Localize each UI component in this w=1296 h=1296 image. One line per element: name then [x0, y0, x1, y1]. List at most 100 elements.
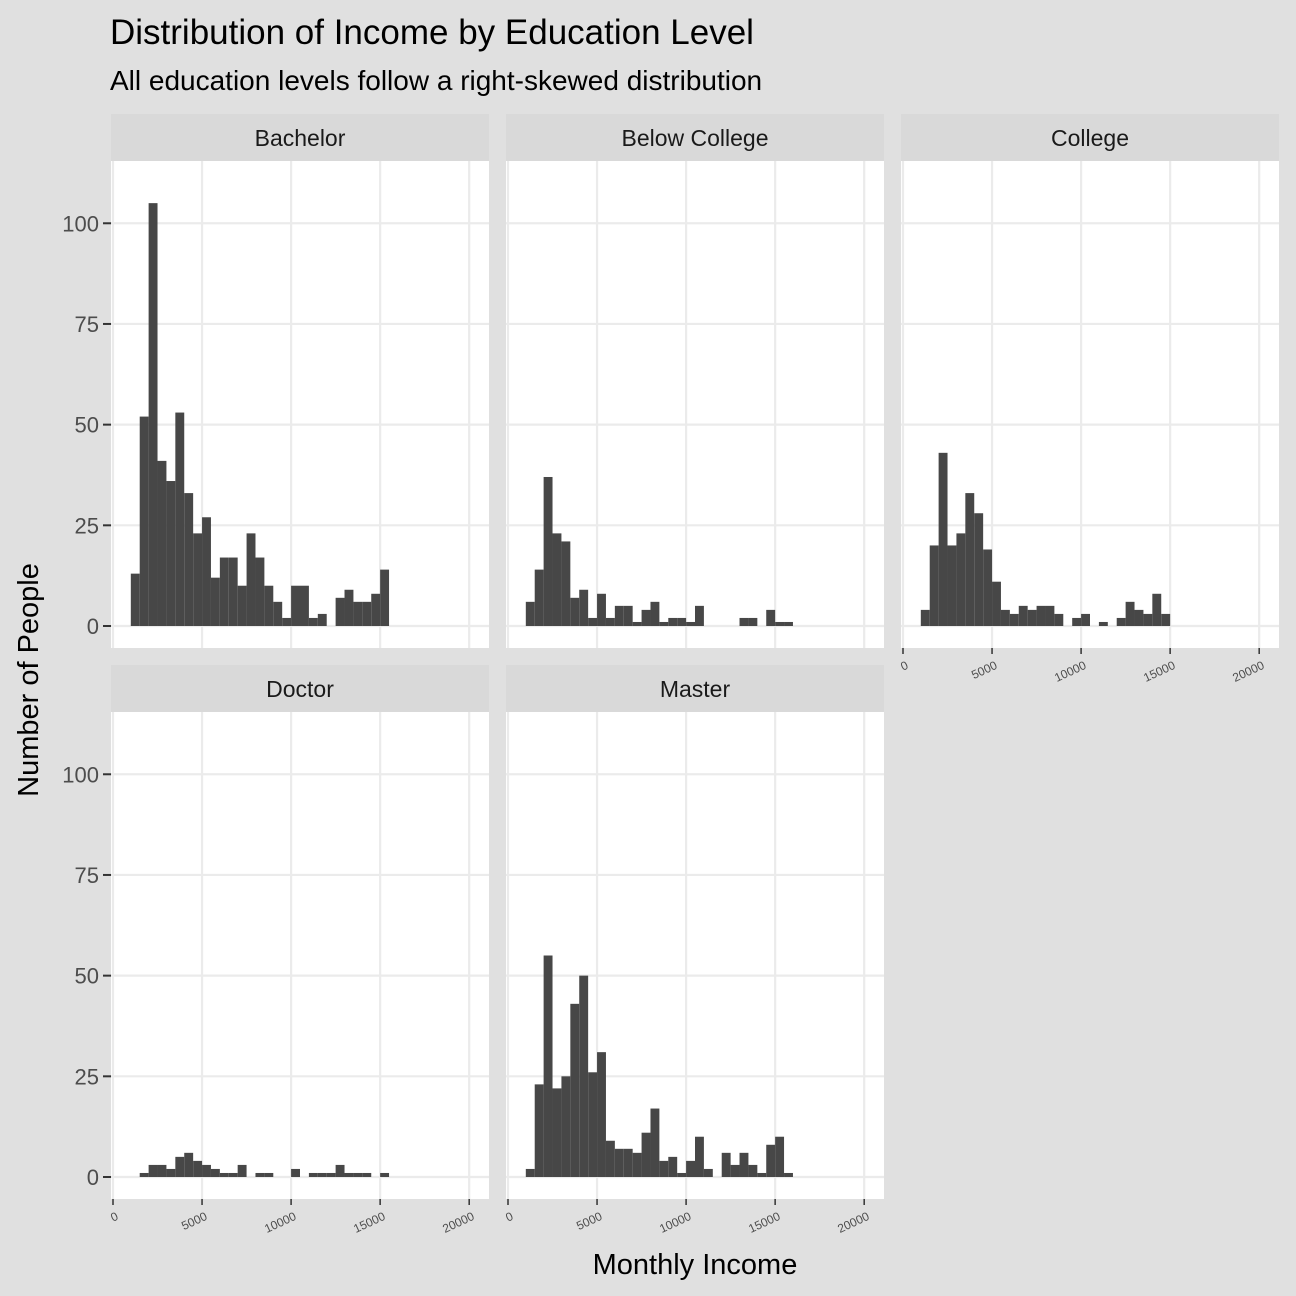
chart-subtitle: All education levels follow a right-skew…	[110, 65, 762, 96]
histogram-bar	[1134, 609, 1144, 626]
histogram-bar	[228, 1172, 238, 1177]
histogram-bar	[677, 617, 687, 626]
strip-label: Master	[660, 676, 731, 702]
histogram-bar	[677, 1172, 687, 1177]
histogram-bar	[371, 593, 381, 626]
facet-panel: Bachelor 0 25 50 75 100	[62, 114, 489, 648]
histogram-bar	[588, 1072, 598, 1177]
histogram-bar	[202, 517, 211, 626]
histogram-bar	[1125, 601, 1135, 626]
histogram-bar	[308, 617, 318, 626]
histogram-bar	[534, 1084, 544, 1177]
histogram-bar	[983, 549, 993, 626]
histogram-bar	[956, 533, 966, 626]
strip-background	[506, 114, 884, 161]
histogram-bar	[534, 569, 544, 626]
histogram-bar	[1018, 605, 1028, 626]
histogram-bar	[300, 585, 309, 626]
histogram-bar	[202, 1164, 211, 1177]
histogram-bar	[1143, 613, 1153, 626]
histogram-bar	[668, 1156, 678, 1177]
strip-label: College	[1051, 125, 1129, 151]
histogram-bar	[157, 1164, 167, 1177]
y-tick-label: 100	[62, 762, 99, 787]
histogram-bar	[139, 416, 149, 626]
facet-panel: Below College	[506, 114, 884, 648]
x-tick-label: 15000	[351, 1209, 387, 1236]
histogram-bar	[166, 1168, 176, 1177]
histogram-bar	[326, 1172, 336, 1177]
histogram-bar	[543, 955, 553, 1177]
panel-background	[111, 712, 489, 1199]
histogram-bar	[641, 609, 651, 626]
y-tick-label: 25	[75, 1064, 99, 1089]
histogram-bar	[775, 621, 785, 626]
histogram-bar	[579, 589, 589, 626]
histogram-bar	[597, 1052, 606, 1177]
histogram-bar	[353, 601, 363, 626]
x-tick-label: 15000	[746, 1209, 782, 1236]
histogram-bar	[784, 621, 793, 626]
histogram-bar	[237, 1164, 247, 1177]
histogram-bar	[597, 593, 606, 626]
histogram-bar	[650, 1108, 660, 1177]
histogram-bar	[175, 412, 185, 626]
x-tick-label: 10000	[657, 1209, 693, 1236]
histogram-bar	[686, 621, 695, 626]
histogram-bar	[543, 476, 553, 626]
histogram-bar	[380, 1172, 390, 1177]
histogram-bar	[775, 1136, 785, 1177]
histogram-bar	[184, 493, 194, 626]
histogram-bar	[353, 1172, 363, 1177]
histogram-bar	[561, 1076, 571, 1177]
histogram-bar	[703, 1168, 713, 1177]
histogram-bar	[335, 1164, 345, 1177]
strip-background	[111, 114, 489, 161]
histogram-bar	[1036, 605, 1046, 626]
histogram-bar	[525, 601, 535, 626]
histogram-bar	[1045, 605, 1055, 626]
x-tick-label: 5000	[574, 1209, 604, 1233]
histogram-bar	[757, 1172, 767, 1177]
histogram-bar	[255, 1172, 265, 1177]
x-tick-label: 10000	[262, 1209, 298, 1236]
histogram-bar	[561, 541, 571, 626]
strip-label: Below College	[621, 125, 768, 151]
histogram-bar	[632, 621, 642, 626]
histogram-bar	[579, 975, 589, 1177]
histogram-bar	[641, 1132, 651, 1177]
histogram-bar	[614, 1148, 624, 1177]
strip-label: Bachelor	[255, 125, 346, 151]
histogram-bar	[228, 557, 238, 626]
histogram-bar	[920, 609, 930, 626]
histogram-bar	[291, 1168, 300, 1177]
x-tick-label: 5000	[179, 1209, 209, 1233]
histogram-bar	[219, 557, 229, 626]
histogram-bar	[1081, 613, 1090, 626]
histogram-bar	[784, 1172, 793, 1177]
histogram-bar	[175, 1156, 185, 1177]
histogram-bar	[1152, 593, 1162, 626]
chart-title: Distribution of Income by Education Leve…	[110, 13, 754, 52]
histogram-bar	[291, 585, 300, 626]
histogram-bar	[552, 1088, 562, 1177]
histogram-bar	[1116, 617, 1126, 626]
histogram-bar	[605, 1140, 615, 1177]
histogram-bar	[139, 1172, 149, 1177]
x-axis-title: Monthly Income	[593, 1249, 798, 1281]
y-tick-label: 50	[75, 413, 99, 438]
histogram-bar	[552, 533, 562, 626]
x-tick-label: 10000	[1052, 658, 1088, 685]
facet-panel: Master 0 5000 10000 15000 20000	[503, 665, 884, 1236]
histogram-bar	[362, 601, 372, 626]
histogram-bar	[317, 613, 327, 626]
x-tick-label: 20000	[1230, 658, 1266, 685]
histogram-bar	[282, 617, 292, 626]
histogram-bar	[1000, 609, 1010, 626]
histogram-bar	[739, 1152, 749, 1177]
histogram-bar	[938, 452, 948, 626]
histogram-bar	[570, 597, 580, 626]
histogram-bar	[668, 617, 678, 626]
histogram-bar	[166, 481, 176, 626]
histogram-bar	[219, 1172, 229, 1177]
